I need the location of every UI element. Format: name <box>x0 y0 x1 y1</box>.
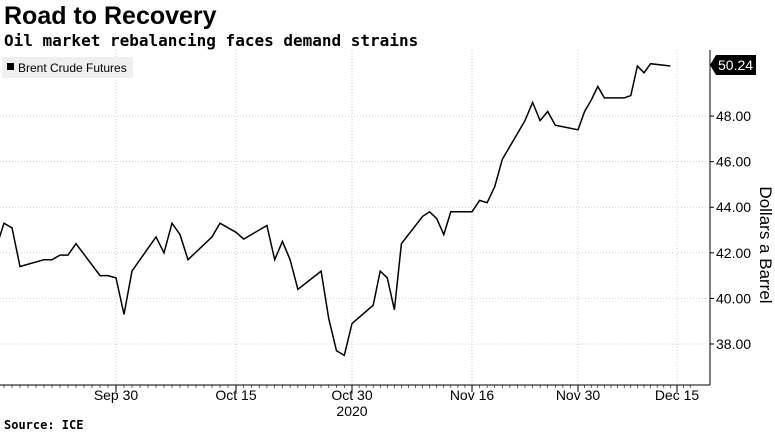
series-layer <box>0 62 671 357</box>
legend-label: Brent Crude Futures <box>18 61 127 75</box>
last-value-tag-bg <box>710 55 756 76</box>
tick-labels: 38.00 40.00 42.00 44.00 46.00 48.00 Sep 30 Oct … <box>94 55 756 419</box>
source-note: Source: ICE <box>4 418 84 432</box>
y-tick-label: 42.00 <box>716 245 751 261</box>
y-tick-label: 46.00 <box>716 154 751 170</box>
x-tick-label: Nov 16 <box>450 387 495 403</box>
y-tick-label: 48.00 <box>716 108 751 124</box>
series-line-brent-crude <box>0 62 671 357</box>
x-tick-label: Oct 15 <box>215 387 256 403</box>
legend-box <box>2 57 133 78</box>
x-year-label: 2020 <box>336 403 367 419</box>
last-value-text: 50.24 <box>718 57 753 73</box>
y-tick-label: 38.00 <box>716 336 751 352</box>
legend-swatch <box>7 63 14 70</box>
chart-title: Road to Recovery <box>4 2 217 30</box>
last-value-tag: 50.24 <box>710 55 756 76</box>
y-tick-label: 40.00 <box>716 290 751 306</box>
chart-subtitle: Oil market rebalancing faces demand stra… <box>4 31 419 50</box>
x-tick-label: Oct 30 <box>331 387 372 403</box>
y-axis-label: Dollars a Barrel <box>756 186 775 303</box>
legend: Brent Crude Futures <box>2 57 133 78</box>
axes <box>0 50 714 392</box>
x-tick-label: Nov 30 <box>556 387 601 403</box>
y-tick-label: 44.00 <box>716 199 751 215</box>
x-tick-label: Dec 15 <box>655 387 700 403</box>
x-tick-label: Sep 30 <box>94 387 139 403</box>
gridlines <box>0 50 710 385</box>
